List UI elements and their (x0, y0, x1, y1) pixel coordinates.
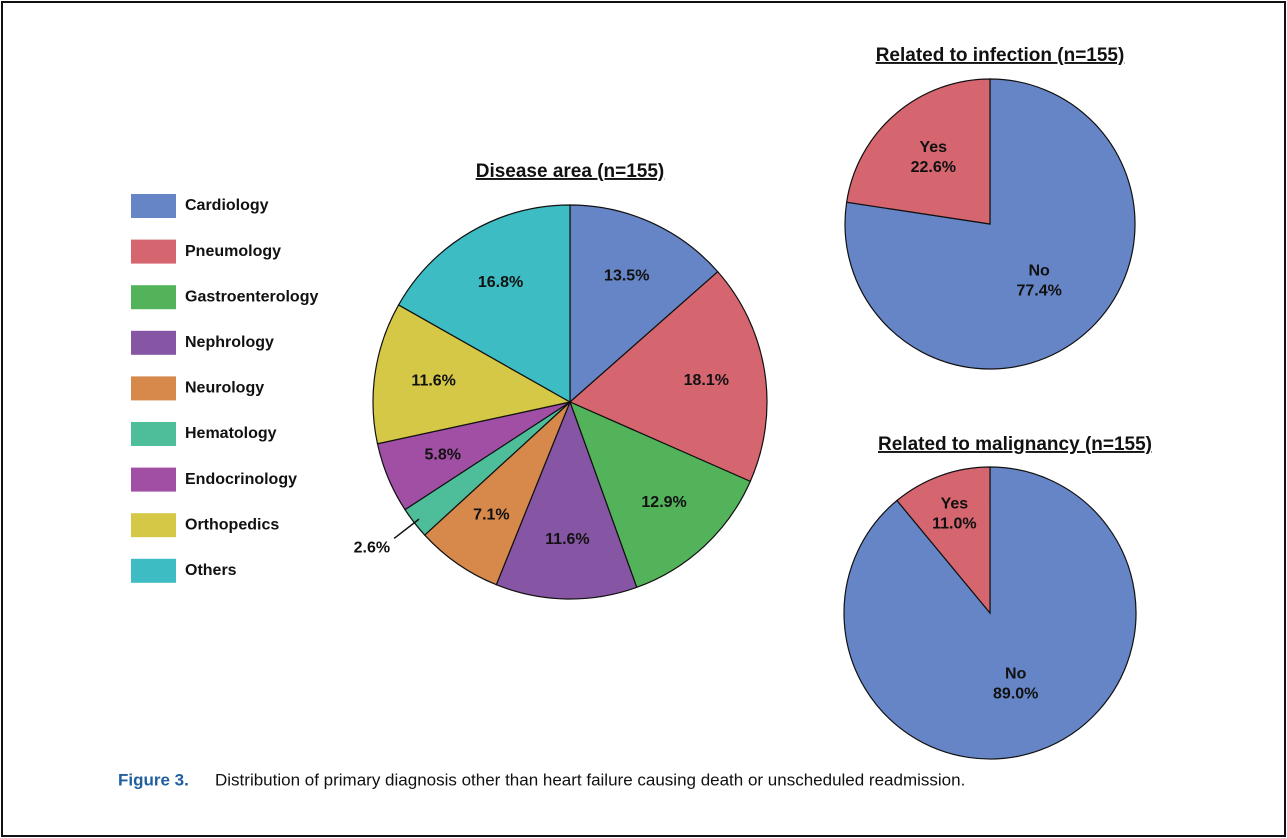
pie-slice (495, 400, 638, 600)
legend-label: Cardiology (185, 197, 269, 214)
chart-title: Related to malignancy (n=155) (878, 434, 1152, 455)
slice-label: 7.1% (473, 507, 509, 524)
slice-label: 77.4% (1016, 282, 1061, 299)
legend-swatch (131, 558, 176, 583)
slice-label: 11.0% (932, 515, 976, 532)
caption-label: Figure 3. (118, 770, 189, 789)
pie-slice (397, 204, 571, 404)
pie-slice (896, 466, 991, 615)
slice-label: 89.0% (993, 686, 1038, 703)
legend-label: Orthopedics (185, 516, 279, 533)
leader-line (393, 518, 420, 540)
legend-label: Nephrology (185, 334, 274, 351)
slice-category: No (1005, 666, 1027, 683)
slice-label: 13.5% (604, 268, 649, 285)
slice-label: 16.8% (478, 274, 523, 291)
slice-label: 5.8% (425, 446, 461, 463)
legend-swatch (131, 513, 176, 538)
slice-label: 11.6% (545, 531, 589, 548)
legend-label: Others (185, 562, 237, 579)
slice-label: 12.9% (641, 494, 686, 511)
pie-slice (372, 304, 572, 445)
chart-title: Disease area (n=155) (476, 161, 665, 182)
slice-label: 11.6% (411, 373, 455, 390)
legend-swatch (131, 376, 176, 401)
chart-title: Related to infection (n=155) (876, 45, 1125, 66)
legend-swatch (131, 422, 176, 446)
pie-slice (845, 78, 991, 225)
slice-label: 18.1% (684, 372, 729, 389)
legend-label: Neurology (185, 380, 264, 397)
legend-label: Pneumology (185, 243, 281, 260)
legend-swatch (131, 330, 176, 355)
slice-category: No (1028, 262, 1050, 279)
legend-label: Gastroenterology (185, 288, 318, 305)
legend-swatch (131, 194, 176, 218)
legend-label: Endocrinology (185, 471, 297, 488)
pie-slice (569, 204, 719, 404)
slice-label: 2.6% (354, 540, 390, 557)
legend-swatch (131, 467, 176, 492)
legend-swatch (131, 285, 176, 310)
caption-text: Distribution of primary diagnosis other … (215, 770, 965, 789)
slice-category: Yes (919, 139, 947, 156)
pie-slice (568, 400, 752, 589)
pie-slice (568, 270, 768, 483)
legend-swatch (131, 239, 176, 264)
slice-category: Yes (941, 495, 969, 512)
legend-label: Hematology (185, 425, 277, 442)
slice-label: 22.6% (911, 159, 956, 176)
